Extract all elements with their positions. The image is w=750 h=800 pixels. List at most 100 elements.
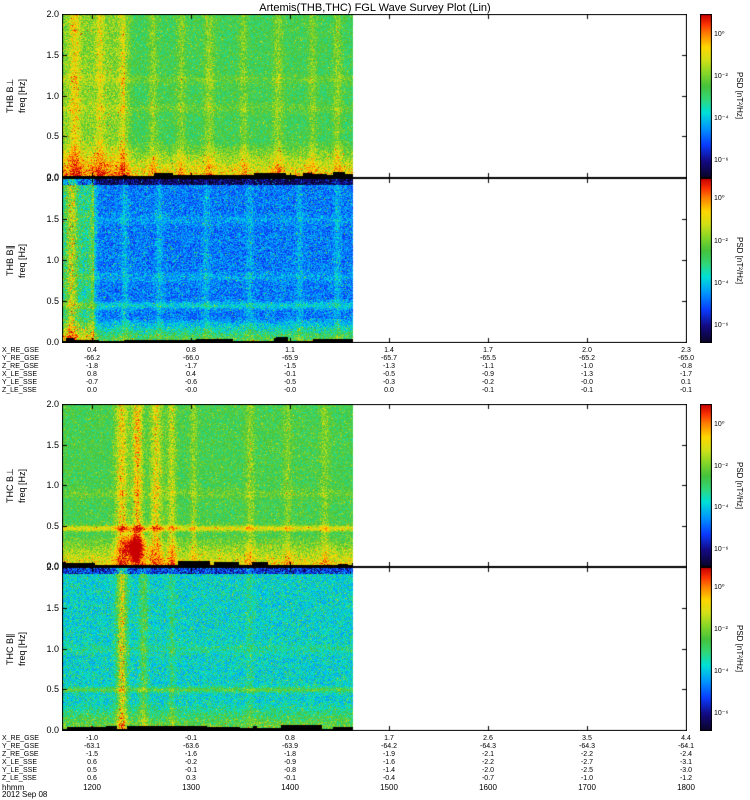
ephemeris-value: -1.8 <box>283 751 297 758</box>
ephemeris-row-label: Y_RE_GSE <box>2 355 39 362</box>
ephemeris-value: -1.5 <box>283 363 297 370</box>
ephemeris-value: 4.4 <box>681 735 691 742</box>
ephemeris-value: -0.1 <box>679 387 693 394</box>
panel-name-label: THC B⊥ <box>5 468 15 503</box>
ephemeris-value: 2.0 <box>582 347 592 354</box>
ephemeris-value: 0.4 <box>87 347 97 354</box>
y-tick-label: 0.5 <box>46 684 59 695</box>
ephemeris-value: -1.6 <box>184 751 198 758</box>
ephemeris-value: -0.8 <box>679 363 693 370</box>
time-tick-label: 1400 <box>281 783 299 792</box>
ephemeris-value: -65.5 <box>480 355 496 362</box>
ephemeris-value: -0.1 <box>283 775 297 782</box>
colorbar-tick-label: 10⁻⁴ <box>714 279 729 287</box>
ephemeris-value: -1.0 <box>85 735 99 742</box>
y-tick-label: 1.0 <box>46 90 59 101</box>
y-tick-label: 2.0 <box>46 399 59 409</box>
colorbar-tick-label: 10⁻⁶ <box>714 709 729 717</box>
ephemeris-row-label: Y_LE_SSE <box>2 767 38 774</box>
ephemeris-row-label: Z_RE_GSE <box>2 751 39 758</box>
ephemeris-row-label: Z_LE_SSE <box>2 775 37 782</box>
time-tick-label: 1800 <box>677 783 695 792</box>
ephemeris-value: -1.0 <box>580 363 594 370</box>
y-tick-label: 2.0 <box>46 562 59 572</box>
colorbar-tick-label: 10⁰ <box>714 195 725 203</box>
ephemeris-value: 1.4 <box>384 347 394 354</box>
spectrogram-canvas-0 <box>62 14 687 178</box>
ephemeris-value: -0.9 <box>283 759 297 766</box>
panel-name-label: THB B∥ <box>5 245 15 277</box>
ephemeris-value: 1.7 <box>384 735 394 742</box>
date-label: 2012 Sep 08 <box>2 790 48 799</box>
ephemeris-value: -3.1 <box>679 759 693 766</box>
ephemeris-value: -64.2 <box>381 743 397 750</box>
colorbar-tick-label: 10⁻² <box>714 462 728 470</box>
ephemeris-value: -0.1 <box>184 735 198 742</box>
ephemeris-value: 0.0 <box>87 387 97 394</box>
y-tick-label: 0.5 <box>46 520 59 531</box>
ephemeris-value: -64.1 <box>678 743 694 750</box>
ephemeris-value: -2.5 <box>580 767 594 774</box>
ephemeris-value: -65.9 <box>282 355 298 362</box>
ephemeris-value: 0.6 <box>87 759 97 766</box>
y-tick-label: 1.5 <box>46 214 59 224</box>
time-axis-unit-label: hhmm <box>2 783 25 792</box>
ephemeris-value: -0.8 <box>283 767 297 774</box>
psd-axis-label: PSD [nT²/Hz] <box>735 72 744 120</box>
ephemeris-row-label: X_LE_SSE <box>2 759 38 766</box>
ephemeris-value: -0.4 <box>382 775 396 782</box>
colorbar-tick-label: 10⁻⁴ <box>714 667 729 675</box>
ephemeris-value: -2.0 <box>481 767 495 774</box>
y-tick-label: 1.0 <box>46 643 59 654</box>
y-tick-label: 2.0 <box>46 9 59 19</box>
ephemeris-value: -0.2 <box>481 379 495 386</box>
y-tick-label: 1.5 <box>46 49 59 60</box>
colorbar-tick-label: 10⁻⁴ <box>714 504 729 512</box>
y-tick-label: 0.5 <box>46 131 59 142</box>
colorbar-tick-label: 10⁻² <box>714 626 728 634</box>
ephemeris-value: -2.4 <box>679 751 693 758</box>
plot-title: Artemis(THB,THC) FGL Wave Survey Plot (L… <box>259 2 491 14</box>
ephemeris-value: -0.0 <box>283 387 297 394</box>
ephemeris-value: -63.6 <box>183 743 199 750</box>
spectrogram-canvas-3 <box>62 567 687 731</box>
y-tick-label: 0.5 <box>46 296 59 306</box>
colorbar-tick-label: 10⁻² <box>714 237 728 245</box>
freq-axis-label: freq [Hz] <box>17 632 27 667</box>
time-tick-label: 1700 <box>578 783 596 792</box>
ephemeris-value: -0.1 <box>481 387 495 394</box>
y-tick-label: 1.5 <box>46 439 59 450</box>
ephemeris-value: -0.0 <box>184 387 198 394</box>
colorbar-0 <box>700 14 712 178</box>
colorbar-tick-label: 10⁰ <box>714 421 725 429</box>
ephemeris-value: -65.7 <box>381 355 397 362</box>
ephemeris-value: 0.8 <box>285 735 295 742</box>
ephemeris-row-label: Z_RE_GSE <box>2 363 39 370</box>
ephemeris-value: -0.5 <box>283 379 297 386</box>
ephemeris-value: 3.5 <box>582 735 592 742</box>
ephemeris-value: -1.1 <box>481 363 495 370</box>
ephemeris-value: -0.1 <box>580 387 594 394</box>
colorbar-1 <box>700 178 712 343</box>
ephemeris-value: -64.3 <box>579 743 595 750</box>
ephemeris-value: -2.7 <box>580 759 594 766</box>
ephemeris-value: -1.8 <box>85 363 99 370</box>
ephemeris-value: 2.3 <box>681 347 691 354</box>
ephemeris-value: -64.3 <box>480 743 496 750</box>
ephemeris-value: -1.6 <box>382 759 396 766</box>
ephemeris-value: -1.2 <box>679 775 693 782</box>
psd-axis-label: PSD [nT²/Hz] <box>735 236 744 285</box>
ephemeris-value: -65.0 <box>678 355 694 362</box>
spectrogram-canvas-1 <box>62 178 687 343</box>
colorbar-2 <box>700 404 712 567</box>
ephemeris-row-label: Y_RE_GSE <box>2 743 39 750</box>
ephemeris-value: -65.2 <box>579 355 595 362</box>
colorbar-tick-label: 10⁻⁶ <box>714 321 729 329</box>
time-tick-label: 1500 <box>380 783 398 792</box>
ephemeris-value: -1.0 <box>580 775 594 782</box>
ephemeris-value: -0.6 <box>184 379 198 386</box>
y-tick-label: 1.0 <box>46 255 59 265</box>
panel-name-label: THB B⊥ <box>5 78 15 114</box>
ephemeris-value: -0.3 <box>382 379 396 386</box>
